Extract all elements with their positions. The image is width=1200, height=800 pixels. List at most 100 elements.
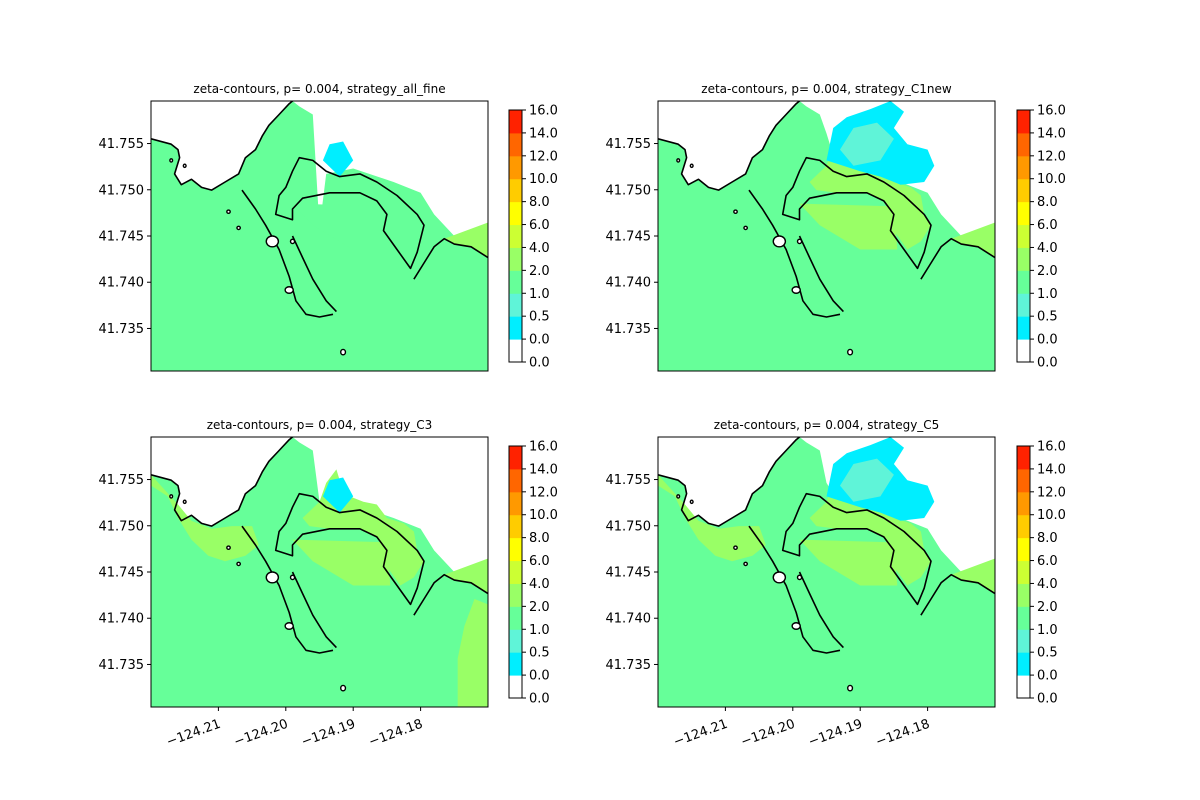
colorbar-tick-label: 2.0 <box>529 600 550 615</box>
y-tick-label: 41.735 <box>99 658 145 673</box>
colorbar-segment <box>1017 201 1030 226</box>
panel-3: zeta-contours, p= 0.004, strategy_C3 41.7… <box>99 418 489 750</box>
colorbar-tick-label: 10.0 <box>1037 172 1066 187</box>
colorbar-tick-label: 16.0 <box>529 440 558 455</box>
island <box>289 574 296 581</box>
colorbar-segment <box>1017 537 1030 562</box>
colorbar-segment <box>1017 293 1030 317</box>
dry-land-north <box>151 101 293 191</box>
island <box>289 238 296 245</box>
colorbar-tick-label: 0.5 <box>1037 646 1058 661</box>
y-tick-label: 41.740 <box>99 276 145 291</box>
jetty-west <box>241 525 334 654</box>
island <box>689 499 694 505</box>
colorbar-segment <box>509 560 522 584</box>
panel-title: zeta-contours, p= 0.004, strategy_all_fi… <box>193 82 445 96</box>
y-tick-label: 41.740 <box>606 276 652 291</box>
x-tick-label: −124.20 <box>739 717 797 750</box>
colorbar-tick-label: 10.0 <box>529 172 558 187</box>
x-tick-label: −124.21 <box>165 717 223 750</box>
colorbar-tick-label: 2.0 <box>1037 600 1058 615</box>
colorbar-segment <box>509 339 522 363</box>
island <box>847 348 854 356</box>
island <box>182 163 187 169</box>
colorbar-tick-label: 4.0 <box>529 241 550 256</box>
jetty-east <box>798 235 844 313</box>
colorbar-segment <box>509 110 522 134</box>
colorbar-frame <box>1016 109 1031 363</box>
colorbar-segment <box>1017 247 1030 271</box>
colorbar-segment <box>1017 110 1030 134</box>
island <box>796 574 803 581</box>
colorbar-frame <box>508 445 523 699</box>
y-tick-label: 41.755 <box>99 137 145 152</box>
dry-land-north <box>151 437 293 527</box>
jetty-east <box>798 571 844 649</box>
island <box>689 163 694 169</box>
island <box>284 286 294 294</box>
inlet-wet-cells <box>322 141 354 177</box>
y-tick-label: 41.755 <box>99 473 145 488</box>
dry-land-north <box>658 437 800 527</box>
colorbar-4: 0.0 0.0 0.5 1.0 2.0 4.0 6.0 8.0 10.0 12.0 14.0 16.0 <box>1016 440 1066 707</box>
island <box>733 545 738 551</box>
colorbar-2: 0.0 0.0 0.5 1.0 2.0 4.0 6.0 8.0 10.0 12.0 14.0 16.0 <box>1016 104 1066 371</box>
island <box>284 622 294 630</box>
island <box>340 684 347 692</box>
colorbar-frame <box>508 109 523 363</box>
panel-title: zeta-contours, p= 0.004, strategy_C5 <box>714 418 940 432</box>
colorbar-tick-label: 8.0 <box>1037 195 1058 210</box>
colorbar-segment <box>1017 560 1030 584</box>
colorbar-segment <box>509 468 522 493</box>
colorbar-tick-label: 10.0 <box>1037 508 1066 523</box>
colorbar-segment <box>509 514 522 539</box>
colorbar-tick-label: 0.0 <box>529 356 550 371</box>
island <box>236 225 242 231</box>
y-tick-label: 41.750 <box>606 519 652 534</box>
colorbar-tick-label: 6.0 <box>1037 218 1058 233</box>
colorbar-tick-label: 6.0 <box>529 218 550 233</box>
y-tick-label: 41.735 <box>99 322 145 337</box>
colorbar-tick-label: 0.5 <box>529 646 550 661</box>
y-tick-label: 41.750 <box>99 183 145 198</box>
jetty-west <box>748 189 841 318</box>
island <box>772 235 787 248</box>
y-tick-label: 41.740 <box>606 612 652 627</box>
island <box>676 158 681 163</box>
inlet-wet-cells <box>322 477 354 513</box>
colorbar-tick-label: 1.0 <box>1037 623 1058 638</box>
panel-1: zeta-contours, p= 0.004, strategy_all_fi… <box>99 82 489 372</box>
panel-title: zeta-contours, p= 0.004, strategy_C3 <box>207 418 433 432</box>
offshore-plume-core <box>840 122 894 166</box>
colorbar-segment <box>509 652 522 676</box>
colorbar-segment <box>1017 583 1030 607</box>
east-shore-fringe <box>444 558 488 594</box>
colorbar-tick-label: 16.0 <box>529 104 558 119</box>
east-coastline <box>413 573 488 616</box>
x-tick-label: −124.18 <box>367 717 425 750</box>
island <box>226 209 231 215</box>
colorbar-frame <box>1016 445 1031 699</box>
colorbar-tick-label: 12.0 <box>529 485 558 500</box>
island <box>847 684 854 692</box>
colorbar-segment <box>509 606 522 630</box>
colorbar-tick-label: 12.0 <box>1037 149 1066 164</box>
colorbar-tick-label: 1.0 <box>1037 287 1058 302</box>
colorbar-segment <box>1017 132 1030 157</box>
jetty-east <box>291 235 337 313</box>
colorbar-tick-label: 6.0 <box>1037 554 1058 569</box>
colorbar-segment <box>1017 155 1030 180</box>
colorbar-tick-label: 0.0 <box>1037 692 1058 707</box>
colorbar-tick-label: 0.5 <box>1037 310 1058 325</box>
colorbar-tick-label: 14.0 <box>529 126 558 141</box>
island <box>182 499 187 505</box>
colorbar-segment <box>1017 270 1030 294</box>
colorbar-tick-label: 16.0 <box>1037 104 1066 119</box>
island <box>169 494 174 499</box>
offshore-plume-core <box>840 458 894 502</box>
colorbar-segment <box>1017 316 1030 340</box>
island <box>226 545 231 551</box>
y-tick-label: 41.735 <box>606 658 652 673</box>
colorbar-segment <box>509 491 522 516</box>
